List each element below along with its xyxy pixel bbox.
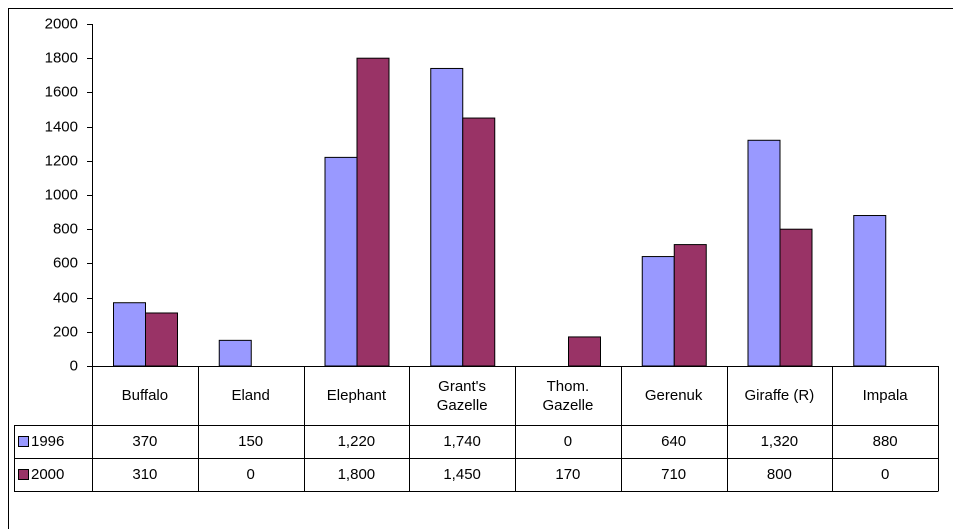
x-tick-label: Grant's Gazelle xyxy=(436,377,488,414)
data-label: 150 xyxy=(238,433,263,450)
x-tick-label: Impala xyxy=(862,387,908,404)
data-label: 800 xyxy=(767,466,792,483)
bar xyxy=(324,156,358,367)
data-label: 710 xyxy=(661,466,686,483)
x-tick-label: Gerenuk xyxy=(644,387,703,404)
data-label: 1,220 xyxy=(338,433,376,450)
x-tick-label: Buffalo xyxy=(121,387,169,404)
data-label: 1,740 xyxy=(443,433,481,450)
data-label: 1,320 xyxy=(761,433,799,450)
legend-key xyxy=(18,469,29,480)
bar xyxy=(218,339,252,367)
y-tick-label: 0 xyxy=(70,357,78,374)
x-tick-label: Thom. Gazelle xyxy=(542,377,594,414)
y-tick-label: 2000 xyxy=(45,15,78,32)
data-label: 1,800 xyxy=(338,466,376,483)
bar xyxy=(641,256,675,367)
data-label: 370 xyxy=(132,433,157,450)
legend-key xyxy=(18,436,29,447)
y-tick-label: 1400 xyxy=(45,118,78,135)
y-tick-label: 1200 xyxy=(45,152,78,169)
bar xyxy=(747,139,781,367)
bar xyxy=(779,228,813,367)
bar xyxy=(430,67,464,367)
x-tick-label: Giraffe (R) xyxy=(744,387,815,404)
y-tick-label: 600 xyxy=(53,254,78,271)
data-label: 640 xyxy=(661,433,686,450)
y-tick-label: 200 xyxy=(53,323,78,340)
x-tick-label: Eland xyxy=(231,387,270,404)
data-label: 0 xyxy=(881,466,889,483)
x-tick-label: Elephant xyxy=(326,387,386,404)
bar xyxy=(145,312,178,367)
data-label: 0 xyxy=(564,433,572,450)
legend-label: 2000 xyxy=(31,466,64,483)
y-tick-label: 800 xyxy=(53,220,78,237)
legend-label: 1996 xyxy=(31,433,64,450)
bar xyxy=(356,57,390,367)
y-tick-label: 1800 xyxy=(45,49,78,66)
y-tick-label: 1600 xyxy=(45,83,78,100)
bar xyxy=(853,215,887,367)
chart-border xyxy=(8,8,953,529)
bar xyxy=(673,244,707,367)
bar xyxy=(462,117,496,367)
data-label: 880 xyxy=(873,433,898,450)
data-label: 1,450 xyxy=(443,466,481,483)
y-tick-label: 1000 xyxy=(45,186,78,203)
data-label: 0 xyxy=(246,466,254,483)
data-label: 170 xyxy=(555,466,580,483)
y-tick-label: 400 xyxy=(53,289,78,306)
bar xyxy=(113,302,146,367)
data-label: 310 xyxy=(132,466,157,483)
bar xyxy=(568,336,601,367)
